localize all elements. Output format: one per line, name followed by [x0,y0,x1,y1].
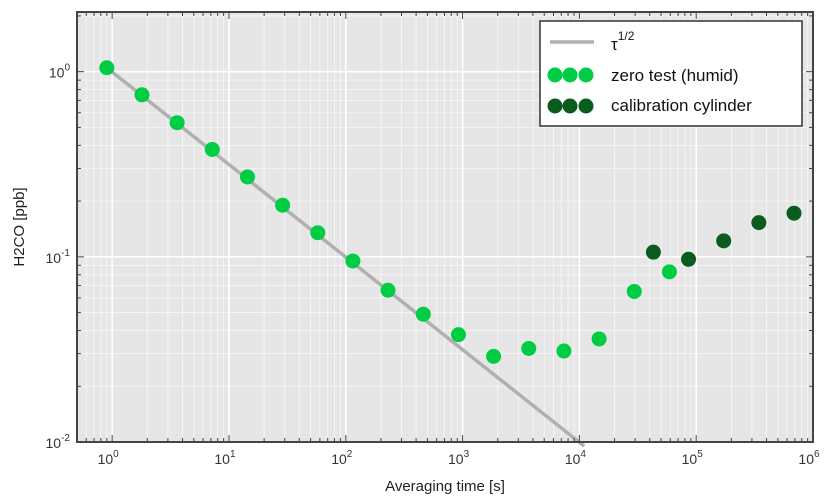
x-tick-label: 105 [682,449,704,467]
legend: τ1/2 zero test (humid) calibration cylin… [539,20,803,127]
plot-frame [76,11,814,443]
legend-label-line: τ1/2 [611,29,635,54]
calibration-point [645,244,661,260]
zero-test-point [134,87,150,103]
calibration-point [716,233,732,249]
zero-test-point [239,169,255,185]
x-tick-label: 101 [214,449,236,467]
zero-test-point [591,331,607,347]
calibration-point [786,205,802,221]
zero-test-point [486,348,502,364]
zero-test-point [450,327,466,343]
data-points [99,60,802,364]
legend-tau-exponent: 1/2 [618,29,635,43]
calibration-point [751,215,767,231]
y-tick-label: 100 [49,63,71,81]
calibration-point [681,251,697,267]
zero-test-point [169,115,185,131]
legend-marker-calibration [547,98,563,114]
y-axis-label: H2CO [ppb] [11,187,28,266]
zero-test-point [626,283,642,299]
zero-test-point [310,225,326,241]
legend-marker-zero-test [547,67,563,83]
zero-test-point [556,343,572,359]
zero-test-point [415,306,431,322]
zero-test-point [99,60,115,76]
x-tick-label: 103 [448,449,470,467]
legend-label-zero-test: zero test (humid) [611,66,739,85]
legend-marker-calibration [562,98,578,114]
legend-marker-zero-test [562,67,578,83]
legend-markers-zero-test [547,67,594,83]
x-tick-label: 100 [98,449,120,467]
zero-test-point [345,253,361,269]
tau-half-line [105,66,586,448]
y-tick-label: 10-2 [46,433,71,451]
series-lines [105,66,586,448]
x-tick-label: 102 [331,449,353,467]
ticks [76,12,813,443]
x-tick-label: 104 [565,449,587,467]
zero-test-point [521,340,537,356]
zero-test-point [275,197,291,213]
legend-tau-label: τ [611,35,618,54]
zero-test-point [661,264,677,280]
tick-labels: 100 101 102 103 104 105 106 10-2 10-1 100 [46,63,820,467]
legend-marker-zero-test [578,67,594,83]
zero-test-point [380,282,396,298]
legend-label-calibration: calibration cylinder [611,96,752,115]
zero-test-point [204,141,220,157]
legend-markers-calibration [547,98,594,114]
x-axis-label: Averaging time [s] [385,478,505,495]
y-tick-label: 10-1 [46,248,71,266]
x-tick-label: 106 [798,449,820,467]
legend-marker-calibration [578,98,594,114]
